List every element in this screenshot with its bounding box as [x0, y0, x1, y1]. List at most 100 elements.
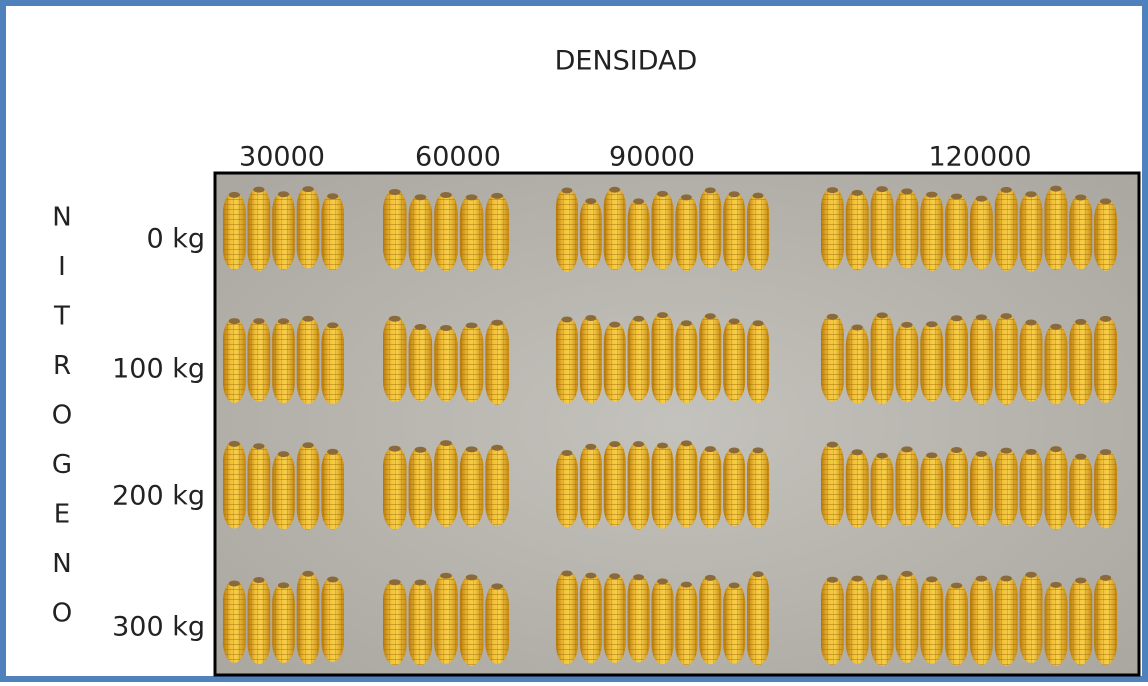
cob-kernels [747, 571, 770, 666]
cob-tip [975, 314, 988, 321]
cob-tip [465, 322, 478, 329]
cob-kernels [820, 187, 844, 269]
cob-tip [950, 446, 963, 453]
cob-tip [440, 440, 452, 447]
cob-kernels [651, 578, 674, 665]
cob-tip [633, 441, 645, 448]
cob-tip [975, 575, 988, 582]
cob-tip [465, 446, 478, 453]
cob-kernels [627, 441, 650, 530]
cob-kernels [1044, 185, 1068, 271]
cob-kernels [459, 322, 484, 403]
cob-tip [1099, 574, 1112, 581]
cob-tip [561, 187, 573, 194]
cob-tip [277, 582, 290, 589]
cob-kernels [1069, 318, 1093, 405]
cob-tip [253, 186, 265, 193]
cob-tip [277, 318, 290, 325]
cob-kernels [296, 186, 320, 269]
cob-tip [1050, 581, 1062, 588]
cob-tip [414, 446, 427, 453]
cob-kernels [603, 321, 626, 403]
cob-kernels [895, 446, 919, 527]
cob-tip [414, 579, 427, 586]
cob-kernels [870, 452, 894, 528]
cob-kernels [247, 443, 271, 529]
cob-tip [1050, 185, 1062, 192]
cob-tip [253, 577, 265, 584]
cob-kernels [603, 441, 626, 527]
cob-tip [728, 318, 740, 325]
cob-tip [657, 312, 668, 319]
cob-kernels [870, 186, 894, 269]
cob-kernels [272, 318, 295, 404]
row-axis-letter: T [53, 302, 70, 332]
cob-kernels [603, 573, 626, 664]
row-axis-letter: G [52, 450, 72, 480]
cob-kernels [994, 313, 1018, 405]
cob-kernels [1044, 446, 1068, 530]
cob-tip [1099, 315, 1112, 322]
cob-tip [826, 441, 839, 448]
cob-tip [414, 194, 427, 201]
cob-kernels [459, 446, 484, 528]
cob-tip [440, 324, 452, 331]
cob-kernels [408, 579, 433, 666]
cob-kernels [945, 582, 969, 666]
cob-kernels [1044, 581, 1068, 666]
cob-kernels [321, 322, 345, 405]
cob-tip [388, 445, 401, 452]
cob-tip [1025, 448, 1037, 455]
cob-tip [633, 198, 645, 205]
cob-tip [901, 570, 913, 577]
cob-kernels [408, 446, 433, 529]
cob-kernels [895, 188, 919, 269]
row-axis-letter: R [53, 351, 71, 381]
cob-kernels [920, 191, 944, 272]
cob-tip [876, 452, 888, 459]
cob-kernels [1019, 319, 1043, 402]
cob-kernels [485, 444, 509, 527]
column-label: 120000 [928, 142, 1031, 173]
cob-tip [826, 187, 839, 194]
cob-kernels [699, 313, 722, 402]
cob-tip [277, 451, 290, 458]
cob-kernels [945, 446, 969, 528]
cob-tip [1000, 186, 1012, 193]
cob-kernels [723, 447, 746, 527]
cob-kernels [321, 448, 345, 530]
cob-tip [851, 324, 863, 331]
cob-kernels [296, 442, 320, 530]
cob-kernels [485, 319, 509, 405]
cob-tip [1075, 194, 1087, 201]
cob-tip [1075, 318, 1087, 325]
row-axis-letter: O [52, 401, 72, 431]
cob-tip [388, 315, 401, 322]
cob-tip [1099, 198, 1112, 205]
cob-kernels [747, 447, 770, 529]
cob-kernels [434, 191, 458, 272]
row-axis-letter: E [54, 500, 70, 530]
cob-tip [826, 576, 839, 583]
cob-tip [1050, 323, 1062, 330]
cob-tip [491, 192, 504, 199]
cob-kernels [845, 449, 869, 529]
cob-kernels [969, 195, 993, 270]
cob-kernels [627, 574, 650, 663]
cob-tip [302, 186, 314, 193]
cob-kernels [383, 579, 407, 666]
cob-tip [228, 440, 240, 447]
cob-kernels [408, 194, 433, 272]
cob-kernels [675, 194, 698, 271]
cob-kernels [920, 452, 944, 529]
cob-kernels [1019, 448, 1043, 527]
cob-kernels [699, 574, 722, 665]
cob-kernels [579, 572, 602, 664]
corn-cobs [222, 185, 1118, 666]
cob-kernels [870, 312, 894, 405]
cob-kernels [272, 451, 295, 530]
cob-kernels [1044, 323, 1068, 405]
cob-kernels [627, 198, 650, 272]
cob-tip [585, 572, 597, 579]
cob-kernels [895, 570, 919, 664]
